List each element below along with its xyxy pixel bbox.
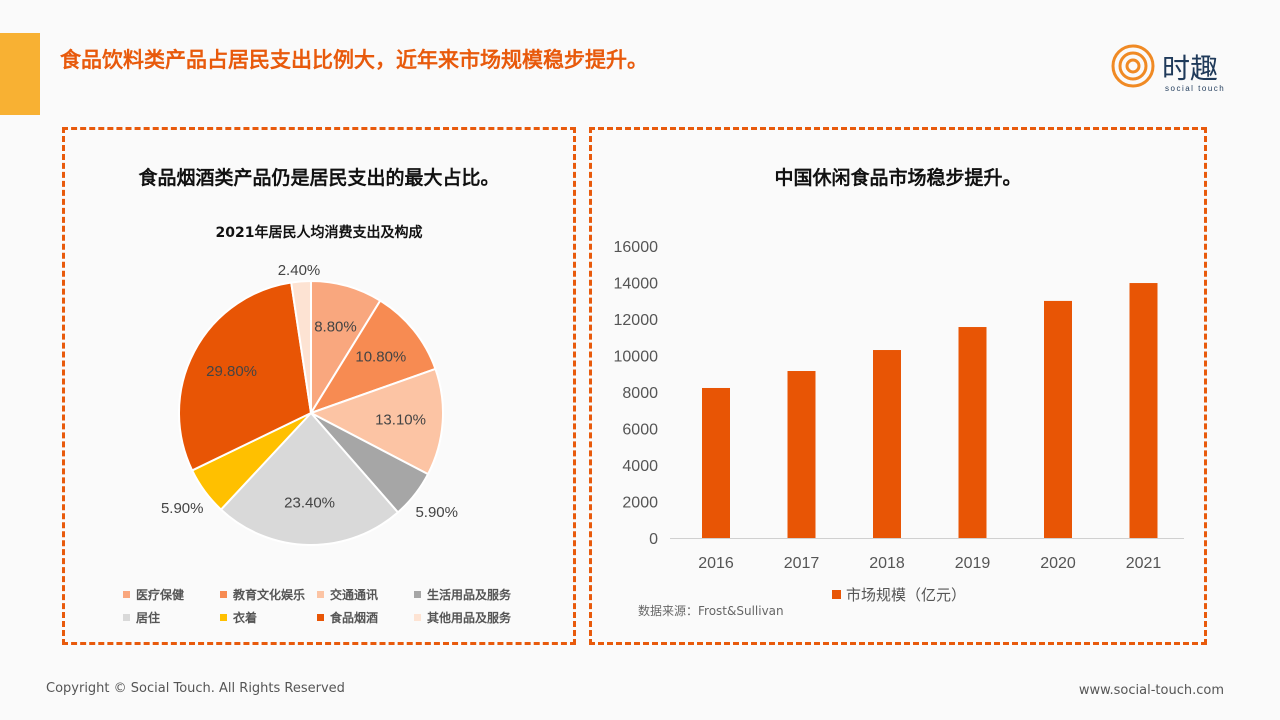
y-tick-label: 8000: [622, 385, 658, 402]
legend-item: 教育文化娱乐: [220, 586, 305, 603]
pie-data-label: 5.90%: [161, 500, 204, 517]
legend-swatch: [220, 591, 227, 598]
legend-label: 市场规模（亿元）: [846, 587, 966, 604]
y-tick-label: 14000: [614, 276, 659, 293]
legend-label: 衣着: [233, 611, 258, 625]
y-tick-label: 16000: [614, 239, 659, 256]
y-tick-label: 10000: [614, 349, 659, 366]
x-tick-label: 2021: [1126, 555, 1162, 572]
legend-swatch: [123, 591, 130, 598]
copyright: Copyright © Social Touch. All Rights Res…: [46, 681, 345, 696]
legend-swatch: [123, 614, 130, 621]
logo-sub: social touch: [1165, 84, 1225, 93]
bar-panel: 中国休闲食品市场稳步提升。 0 2000 4000 6000 8000 10000 1200…: [589, 127, 1207, 645]
legend-label: 居住: [136, 611, 161, 625]
pie-slice: [290, 279, 312, 414]
bar: [873, 350, 901, 538]
x-tick-label: 2018: [869, 555, 905, 572]
pie-data-label: 8.80%: [314, 319, 357, 336]
legend-item: 居住: [123, 609, 160, 626]
pie-slice: [178, 281, 313, 472]
legend-item: 交通通讯: [317, 586, 378, 603]
legend-item: 生活用品及服务: [414, 586, 511, 603]
legend-swatch: [220, 614, 227, 621]
legend-label: 生活用品及服务: [427, 588, 512, 602]
pie-data-label: 10.80%: [355, 349, 406, 366]
legend-swatch: [414, 614, 421, 621]
pie-slice: [308, 299, 437, 415]
slide-title: 食品饮料类产品占居民支出比例大，近年来市场规模稳步提升。: [60, 48, 648, 72]
bar: [958, 327, 987, 538]
bar-chart: 0 2000 4000 6000 8000 10000 12000 14000 16000 201…: [614, 239, 1184, 604]
pie-data-label: 5.90%: [415, 504, 458, 521]
pie-data-label: 23.40%: [284, 495, 335, 512]
pie-slice: [308, 367, 444, 476]
pie-chart: 8.80% 10.80% 13.10% 5.90% 23.40% 5.90% 29.80% 2…: [161, 262, 458, 546]
pie-data-label: 29.80%: [206, 363, 257, 380]
pie-panel-title: 食品烟酒类产品仍是居民支出的最大占比。: [138, 167, 500, 189]
legend-swatch: [317, 591, 324, 598]
pie-chart-title: 2021年居民人均消费支出及构成: [215, 225, 423, 241]
pie-panel: 食品烟酒类产品仍是居民支出的最大占比。 2021年居民人均消费支出及构成 8.8…: [62, 127, 576, 645]
source-note: 数据来源：Frost&Sullivan: [638, 604, 784, 618]
legend-label: 其他用品及服务: [427, 611, 512, 625]
y-tick-label: 12000: [614, 312, 659, 329]
x-tick-label: 2017: [784, 555, 820, 572]
legend-item: 其他用品及服务: [414, 609, 511, 626]
pie-data-label: 13.10%: [375, 411, 426, 428]
accent-bar: [0, 33, 40, 115]
legend-label: 食品烟酒: [330, 611, 379, 625]
x-tick-label: 2020: [1040, 555, 1076, 572]
legend-swatch: [832, 590, 841, 599]
logo: 时趣 social touch: [1110, 44, 1235, 98]
pie-data-label: 2.40%: [278, 262, 321, 279]
y-tick-label: 6000: [622, 422, 658, 439]
bar: [1129, 283, 1158, 538]
x-tick-label: 2016: [698, 555, 734, 572]
legend-item: 食品烟酒: [317, 609, 378, 626]
logo-icon: 时趣 social touch: [1111, 44, 1225, 93]
legend-swatch: [317, 614, 324, 621]
legend-swatch: [414, 591, 421, 598]
bar: [1044, 300, 1072, 538]
bar: [787, 371, 816, 538]
bar: [702, 387, 730, 538]
y-tick-label: 0: [649, 531, 658, 548]
bar-panel-title: 中国休闲食品市场稳步提升。: [774, 167, 1022, 189]
x-tick-label: 2019: [955, 555, 991, 572]
y-tick-label: 2000: [622, 495, 658, 512]
legend-item: 衣着: [220, 609, 257, 626]
pie-slice: [219, 411, 400, 546]
legend-label: 教育文化娱乐: [233, 588, 306, 602]
logo-text: 时趣: [1162, 53, 1218, 84]
website: www.social-touch.com: [1078, 683, 1224, 698]
y-tick-label: 4000: [622, 458, 658, 475]
legend-label: 医疗保健: [136, 588, 185, 602]
legend-item: 医疗保健: [123, 586, 184, 603]
legend-label: 交通通讯: [330, 588, 379, 602]
